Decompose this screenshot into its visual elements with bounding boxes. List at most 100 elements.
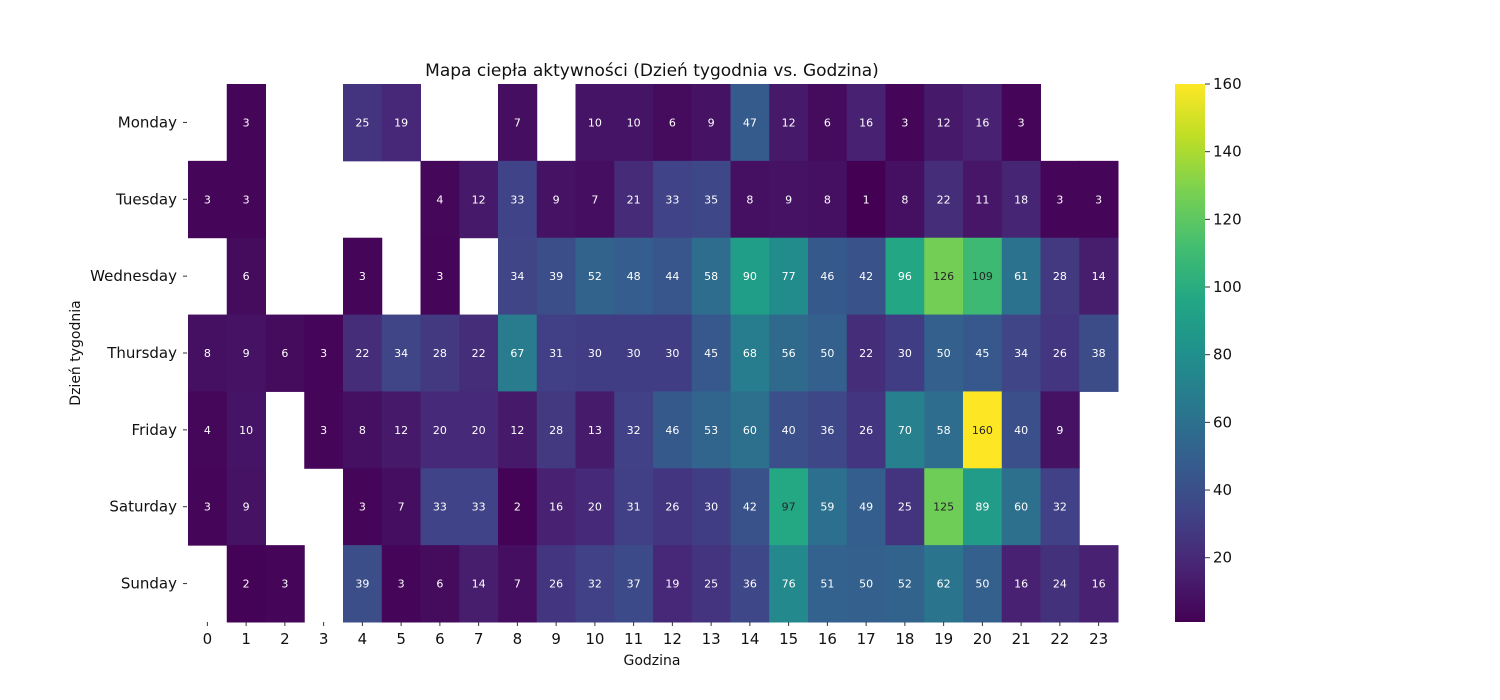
cell-value-label: 3 — [1018, 116, 1025, 129]
heatmap-cell — [846, 84, 886, 162]
x-tick-label: 11 — [624, 630, 643, 648]
cell-value-label: 39 — [549, 270, 563, 283]
heatmap-cell — [343, 314, 383, 392]
colorbar-tick-label: 40 — [1213, 481, 1232, 499]
heatmap-cell — [226, 84, 266, 162]
x-tick-label: 6 — [435, 630, 445, 648]
cell-value-label: 16 — [1014, 578, 1028, 591]
cell-value-label: 3 — [281, 578, 288, 591]
cell-value-label: 33 — [665, 193, 679, 206]
heatmap-cell — [1001, 160, 1041, 239]
heatmap-cell — [1001, 545, 1041, 623]
heatmap-cell — [265, 314, 305, 392]
heatmap-cell — [614, 160, 654, 239]
heatmap-cell — [575, 468, 615, 546]
heatmap-cell — [730, 468, 770, 546]
cell-value-label: 8 — [204, 347, 211, 360]
heatmap-cell — [885, 84, 925, 162]
heatmap-cell — [614, 391, 654, 469]
cell-value-label: 16 — [1092, 578, 1106, 591]
cell-value-label: 60 — [1014, 501, 1028, 514]
heatmap-cell — [1040, 391, 1080, 469]
x-tick-label: 17 — [857, 630, 876, 648]
heatmap-cell — [885, 545, 925, 623]
heatmap-cell — [653, 237, 693, 316]
heatmap-cell — [691, 314, 731, 392]
heatmap-cell — [691, 468, 731, 546]
heatmap-cell — [575, 160, 615, 239]
cell-value-label: 46 — [665, 424, 679, 437]
cell-value-label: 30 — [704, 501, 718, 514]
cell-value-label: 8 — [359, 424, 366, 437]
y-tick-label: Thursday — [106, 344, 177, 362]
heatmap-cell — [459, 468, 499, 546]
heatmap-cell — [381, 391, 421, 469]
x-tick-label: 9 — [551, 630, 561, 648]
heatmap-cell — [924, 84, 964, 162]
heatmap-cell — [1001, 237, 1041, 316]
cell-value-label: 26 — [859, 424, 873, 437]
cell-value-label: 6 — [243, 270, 250, 283]
cell-value-label: 33 — [472, 501, 486, 514]
heatmap-cell — [304, 391, 344, 469]
heatmap-cell — [536, 545, 576, 623]
cell-value-label: 3 — [204, 193, 211, 206]
cell-value-label: 26 — [549, 578, 563, 591]
heatmap-cell — [924, 160, 964, 239]
cell-value-label: 19 — [665, 578, 679, 591]
cell-value-label: 38 — [1092, 347, 1106, 360]
cell-value-label: 44 — [665, 270, 679, 283]
heatmap-cell — [924, 237, 964, 316]
heatmap-cell — [536, 391, 576, 469]
heatmap-cell — [730, 314, 770, 392]
colorbar-tick-label: 100 — [1213, 278, 1242, 296]
heatmap-cell — [381, 314, 421, 392]
heatmap-cell — [343, 237, 383, 316]
heatmap-cell — [924, 545, 964, 623]
cell-value-label: 13 — [588, 424, 602, 437]
cell-value-label: 160 — [972, 424, 993, 437]
heatmap-cell — [1040, 545, 1080, 623]
heatmap-cell — [343, 545, 383, 623]
cell-value-label: 28 — [1053, 270, 1067, 283]
cell-value-label: 22 — [937, 193, 951, 206]
heatmap-cell — [963, 237, 1003, 316]
heatmap-cell — [846, 314, 886, 392]
cell-value-label: 42 — [859, 270, 873, 283]
heatmap-cell — [420, 391, 460, 469]
cell-value-label: 22 — [355, 347, 369, 360]
cell-value-label: 25 — [898, 501, 912, 514]
x-tick-label: 13 — [702, 630, 721, 648]
cell-value-label: 30 — [588, 347, 602, 360]
x-tick-label: 8 — [513, 630, 523, 648]
heatmap-cell — [536, 468, 576, 546]
cell-value-label: 62 — [937, 578, 951, 591]
cell-value-label: 30 — [627, 347, 641, 360]
heatmap-cell — [614, 545, 654, 623]
heatmap-cell — [575, 84, 615, 162]
cell-value-label: 12 — [937, 116, 951, 129]
cell-value-label: 31 — [549, 347, 563, 360]
cell-value-label: 9 — [785, 193, 792, 206]
cell-value-label: 2 — [514, 501, 521, 514]
heatmap-cell — [459, 545, 499, 623]
heatmap-cell — [924, 391, 964, 469]
heatmap-cell — [963, 160, 1003, 239]
y-tick-label: Monday — [118, 113, 177, 131]
heatmap-cell — [963, 545, 1003, 623]
heatmap-cell — [1040, 160, 1080, 239]
cell-value-label: 40 — [782, 424, 796, 437]
cell-value-label: 96 — [898, 270, 912, 283]
cell-value-label: 35 — [704, 193, 718, 206]
heatmap-cell — [226, 160, 266, 239]
cell-value-label: 4 — [204, 424, 211, 437]
cell-value-label: 32 — [1053, 501, 1067, 514]
cell-value-label: 22 — [859, 347, 873, 360]
colorbar-tick-label: 60 — [1213, 413, 1232, 431]
heatmap-cell — [653, 84, 693, 162]
cell-value-label: 10 — [627, 116, 641, 129]
heatmap-cell — [420, 314, 460, 392]
heatmap-cell — [769, 84, 809, 162]
cell-value-label: 3 — [359, 270, 366, 283]
heatmap-cell — [459, 314, 499, 392]
